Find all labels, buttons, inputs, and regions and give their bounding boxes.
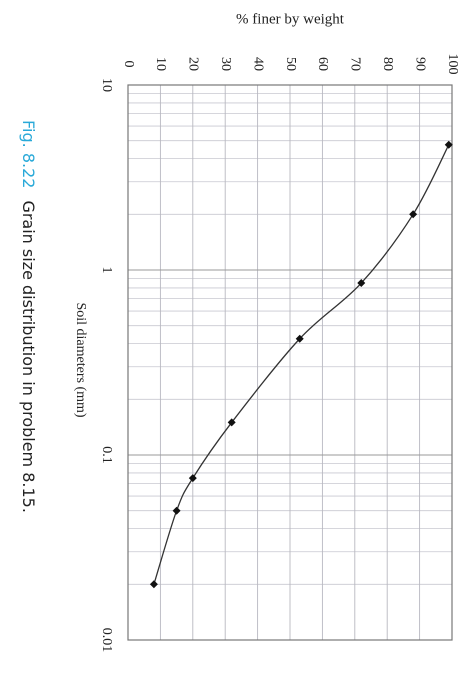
x-tick-label: 0.01 xyxy=(99,628,114,653)
data-point xyxy=(444,140,453,149)
y-tick-label: 10 xyxy=(153,57,168,71)
data-point xyxy=(227,418,236,427)
x-tick-label: 0.1 xyxy=(99,446,114,464)
y-tick-label: 20 xyxy=(186,57,201,71)
data-point xyxy=(188,474,197,483)
curve xyxy=(153,144,450,585)
y-tick-label: 50 xyxy=(283,57,298,71)
y-tick-label: 60 xyxy=(315,57,330,71)
y-tick-label: 70 xyxy=(348,57,363,71)
figure-label: Fig. 8.22 xyxy=(20,120,39,188)
x-tick-label: 1 xyxy=(99,267,114,274)
y-axis-title: % finer by weight xyxy=(236,11,345,27)
data-point xyxy=(357,279,366,288)
y-tick-label: 30 xyxy=(218,57,233,71)
plot-frame xyxy=(127,84,453,641)
data-point xyxy=(149,580,158,589)
y-tick-label: 80 xyxy=(380,57,395,71)
y-tick-label: 90 xyxy=(412,57,427,71)
data-point xyxy=(295,334,304,343)
y-tick-label: 40 xyxy=(250,57,265,71)
y-tick-label: 100 xyxy=(445,54,460,75)
y-tick-label: 0 xyxy=(121,61,136,68)
data-point xyxy=(172,506,181,515)
data-point xyxy=(409,210,418,219)
caption: Fig. 8.22 Grain size distribution in prob… xyxy=(20,120,39,513)
x-axis-title: Soil diameters (mm) xyxy=(73,302,88,417)
x-tick-label: 10 xyxy=(99,78,114,92)
figure-caption: Grain size distribution in problem 8.15. xyxy=(20,200,39,513)
